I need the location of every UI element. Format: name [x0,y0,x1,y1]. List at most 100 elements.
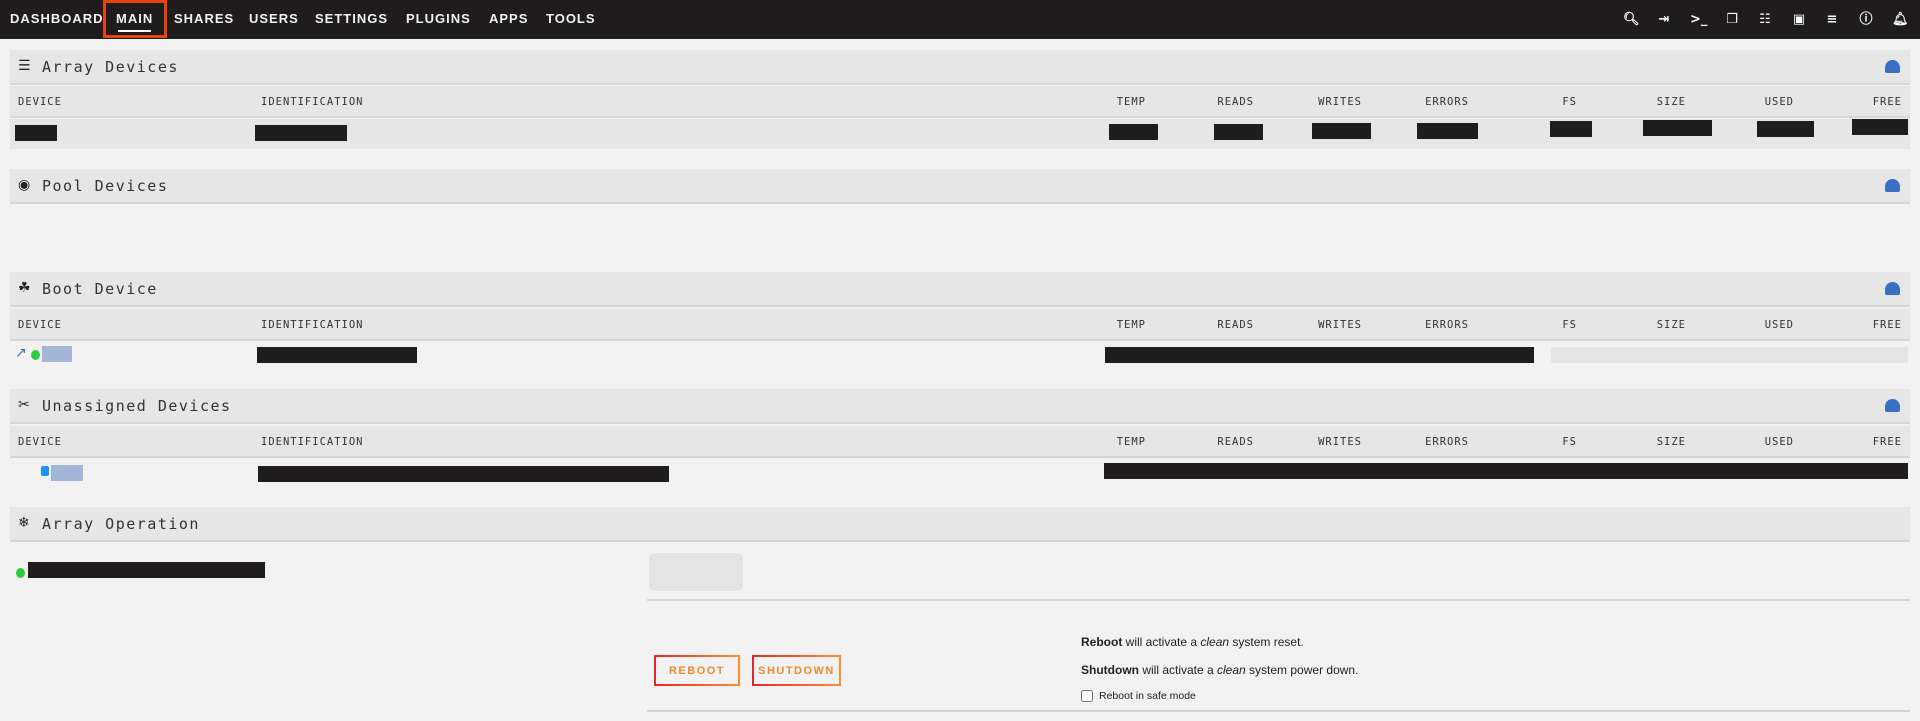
column-header-temp: TEMP [1116,96,1146,108]
column-header-fs: FS [1562,436,1577,448]
nav-users[interactable]: USERS [249,11,299,26]
redacted [255,125,347,141]
column-header-temp: TEMP [1116,436,1146,448]
start-button-placeholder[interactable] [649,553,743,591]
search-icon[interactable]: 🔍︎ [1623,12,1640,27]
array-devices-header: ☰ Array Devices [10,50,1910,85]
unassigned-devices-header: ✂ Unassigned Devices [10,389,1910,424]
nav-main[interactable]: MAIN [116,11,154,32]
divider [647,710,1910,712]
active-tab-highlight [103,0,167,38]
reboot-description: Reboot will activate a clean system rese… [1081,635,1304,649]
column-header-errors: ERRORS [1425,319,1469,331]
text: will activate a [1122,635,1201,649]
safe-mode-option[interactable]: Reboot in safe mode [1081,690,1196,702]
column-header-device: DEVICE [18,96,62,108]
table-row [10,458,1910,488]
snowflake-icon: ❄ [18,515,30,531]
dashboard-gauge-icon[interactable] [1885,179,1900,192]
safe-mode-label: Reboot in safe mode [1099,690,1196,702]
redacted [1109,124,1158,140]
column-header-identification: IDENTIFICATION [261,436,364,448]
column-header-used: USED [1764,436,1794,448]
table-row: ↗ [10,340,1910,370]
column-header-writes: WRITES [1318,436,1362,448]
column-header-errors: ERRORS [1425,96,1469,108]
device-link[interactable] [42,346,72,362]
dashboard-gauge-icon[interactable] [1885,60,1900,73]
redacted [1551,347,1908,363]
redacted [1312,123,1371,139]
redacted [15,125,57,141]
redacted [1852,119,1908,135]
column-header-errors: ERRORS [1425,436,1469,448]
column-header-reads: READS [1217,436,1254,448]
unassigned-column-header: DEVICE IDENTIFICATION TEMP READS WRITES ERROR… [10,426,1910,458]
nav-shares[interactable]: SHARES [174,11,235,26]
bell-icon[interactable]: 🔔︎ [1892,12,1909,27]
array-operation-header: ❄ Array Operation [10,507,1910,542]
nav-plugins[interactable]: PLUGINS [406,11,471,26]
column-header-reads: READS [1217,96,1254,108]
column-header-free: FREE [1872,436,1902,448]
redacted [1643,120,1712,136]
dashboard-gauge-icon[interactable] [1885,282,1900,295]
text: clean [1217,663,1246,677]
database-icon: ☰ [18,58,31,74]
redacted [1417,123,1478,139]
column-header-reads: READS [1217,319,1254,331]
text: system reset. [1229,635,1304,649]
shutdown-description: Shutdown will activate a clean system po… [1081,663,1358,677]
logout-icon[interactable]: ⇥ [1658,12,1670,27]
device-link[interactable] [51,465,83,481]
section-title: Array Operation [42,515,200,533]
column-header-used: USED [1764,96,1794,108]
feedback-icon[interactable]: ☷ [1759,12,1771,27]
redacted [28,562,265,578]
nav-tools[interactable]: TOOLS [546,11,596,26]
section-title: Unassigned Devices [42,397,232,415]
column-header-identification: IDENTIFICATION [261,319,364,331]
boot-device-header: ☘ Boot Device [10,272,1910,307]
nav-dashboard[interactable]: DASHBOARD [10,11,104,26]
table-row [10,119,1910,149]
dashboard-gauge-icon[interactable] [1885,399,1900,412]
redacted [1104,463,1908,479]
column-header-identification: IDENTIFICATION [261,96,364,108]
reboot-button[interactable]: REBOOT [654,655,740,686]
redacted [1105,347,1534,363]
column-header-size: SIZE [1656,436,1686,448]
status-unassigned-square [41,466,49,476]
disc-icon: ◉ [18,177,31,193]
status-online-dot [16,568,25,578]
redacted [257,347,417,363]
terminal-icon[interactable]: >_ [1690,12,1708,27]
copy-window-icon[interactable]: ❐ [1726,12,1738,27]
top-nav: DASHBOARD MAIN SHARES USERS SETTINGS PLU… [0,0,1920,39]
column-header-fs: FS [1562,319,1577,331]
shutdown-button[interactable]: SHUTDOWN [752,655,841,686]
nav-settings[interactable]: SETTINGS [315,11,389,26]
help-icon[interactable]: ⓘ [1859,12,1873,27]
status-online-dot [31,350,40,360]
redacted [1214,124,1263,140]
nav-apps[interactable]: APPS [489,11,529,26]
column-header-writes: WRITES [1318,319,1362,331]
boot-column-header: DEVICE IDENTIFICATION TEMP READS WRITES ERROR… [10,309,1910,341]
label: Reboot [1081,635,1123,649]
column-header-size: SIZE [1656,96,1686,108]
column-header-free: FREE [1872,96,1902,108]
column-header-size: SIZE [1656,319,1686,331]
pool-devices-header: ◉ Pool Devices [10,169,1910,204]
text: will activate a [1138,663,1218,677]
paw-icon: ☘ [18,280,31,296]
external-link-icon[interactable]: ↗ [15,345,27,361]
log-icon[interactable]: ≡ [1826,12,1838,27]
text: clean [1200,635,1230,649]
column-header-device: DEVICE [18,319,62,331]
column-header-used: USED [1764,319,1794,331]
safe-mode-checkbox[interactable] [1081,690,1093,702]
column-header-device: DEVICE [18,436,62,448]
section-title: Boot Device [42,280,158,298]
display-icon[interactable]: ▣ [1792,12,1806,27]
